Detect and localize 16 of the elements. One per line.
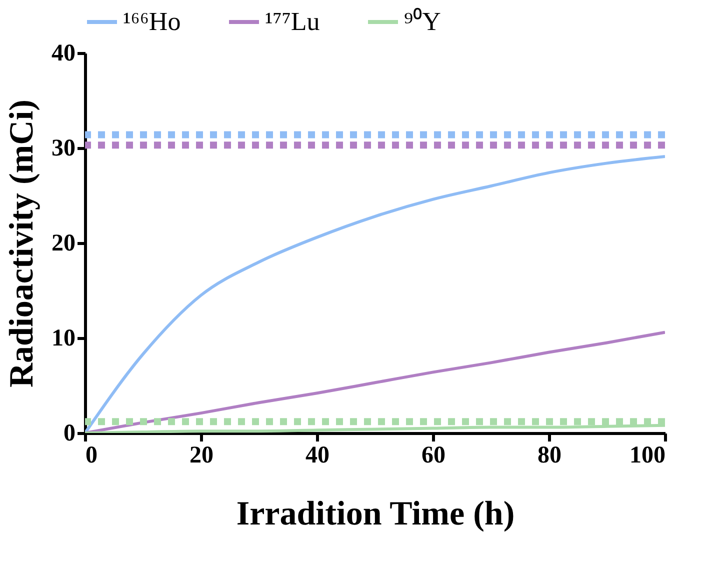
x-tick-label: 80 bbox=[538, 442, 562, 468]
legend-label: ⁹⁰Y bbox=[404, 7, 442, 36]
y-tick-label: 0 bbox=[64, 420, 76, 446]
y-tick-label: 40 bbox=[52, 40, 76, 66]
y-tick-label: 30 bbox=[52, 136, 76, 162]
legend-label: ¹⁶⁶Ho bbox=[123, 7, 181, 36]
legend-label: ¹⁷⁷Lu bbox=[265, 7, 320, 36]
x-tick-label: 20 bbox=[190, 442, 214, 468]
y-axis-title: Radioactivity (mCi) bbox=[4, 99, 40, 388]
x-tick-label: 40 bbox=[306, 442, 330, 468]
y-tick-label: 10 bbox=[52, 326, 76, 352]
x-tick-label: 60 bbox=[422, 442, 446, 468]
x-tick-label: 0 bbox=[86, 442, 98, 468]
x-axis-title: Irradition Time (h) bbox=[236, 496, 515, 532]
x-tick-label: 100 bbox=[630, 442, 666, 468]
y-tick-label: 20 bbox=[52, 230, 76, 256]
